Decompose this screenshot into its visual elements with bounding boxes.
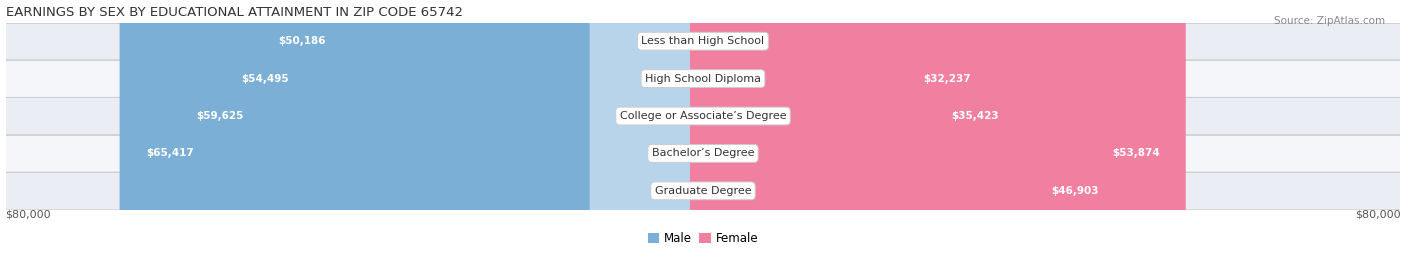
FancyBboxPatch shape [120, 0, 716, 268]
FancyBboxPatch shape [690, 0, 997, 268]
FancyBboxPatch shape [6, 23, 1400, 60]
Text: $32,237: $32,237 [924, 74, 972, 84]
Text: $46,903: $46,903 [1052, 186, 1099, 196]
Text: $53,874: $53,874 [1112, 148, 1160, 158]
Text: EARNINGS BY SEX BY EDUCATIONAL ATTAINMENT IN ZIP CODE 65742: EARNINGS BY SEX BY EDUCATIONAL ATTAINMEN… [6, 6, 463, 18]
Text: $50,186: $50,186 [278, 36, 326, 46]
FancyBboxPatch shape [253, 0, 716, 268]
Text: College or Associate’s Degree: College or Associate’s Degree [620, 111, 786, 121]
Text: $0: $0 [675, 186, 690, 196]
Text: Bachelor’s Degree: Bachelor’s Degree [652, 148, 754, 158]
FancyBboxPatch shape [6, 97, 1400, 135]
Text: $54,495: $54,495 [240, 74, 288, 84]
FancyBboxPatch shape [690, 0, 1125, 268]
FancyBboxPatch shape [695, 0, 817, 268]
FancyBboxPatch shape [6, 60, 1400, 97]
FancyBboxPatch shape [6, 172, 1400, 210]
Text: $59,625: $59,625 [197, 111, 243, 121]
FancyBboxPatch shape [589, 0, 711, 268]
Text: High School Diploma: High School Diploma [645, 74, 761, 84]
Text: $65,417: $65,417 [146, 148, 194, 158]
FancyBboxPatch shape [690, 0, 1025, 268]
Text: $35,423: $35,423 [950, 111, 998, 121]
FancyBboxPatch shape [690, 0, 1185, 268]
Text: $80,000: $80,000 [1355, 210, 1400, 219]
Text: Source: ZipAtlas.com: Source: ZipAtlas.com [1274, 16, 1385, 26]
Text: $80,000: $80,000 [6, 210, 51, 219]
FancyBboxPatch shape [6, 135, 1400, 172]
Text: $0: $0 [716, 36, 731, 46]
FancyBboxPatch shape [215, 0, 716, 268]
Text: Less than High School: Less than High School [641, 36, 765, 46]
Legend: Male, Female: Male, Female [648, 232, 758, 245]
FancyBboxPatch shape [170, 0, 716, 268]
Text: Graduate Degree: Graduate Degree [655, 186, 751, 196]
